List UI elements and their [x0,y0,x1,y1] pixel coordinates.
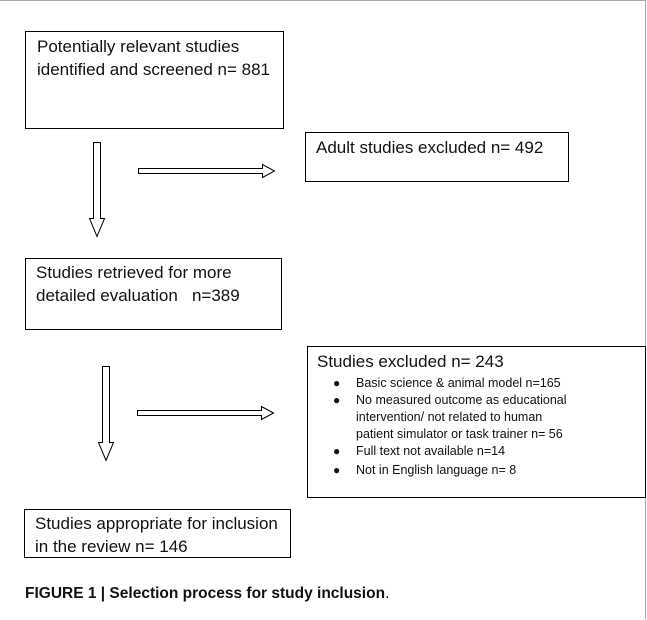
reason-line: patient simulator or task trainer n= 56 [356,427,563,441]
included-line-2: in the review n= 146 [35,537,188,556]
reason-line: No measured outcome as educational [356,393,567,407]
screened-line-1: Potentially relevant studies [37,37,240,56]
screened-line-2: identified and screened n= 881 [37,60,270,79]
figure-caption: FIGURE 1 | Selection process for study i… [25,585,389,603]
retrieved-line-2: detailed evaluation n=389 [36,286,240,305]
adult-excluded-box: Adult studies excluded n= 492 [305,132,569,182]
caption-title: FIGURE 1 | Selection process for study i… [25,585,386,602]
bullet-icon: ● [333,463,341,477]
down-arrow-1 [88,142,106,238]
reason-line: Not in English language n= 8 [356,463,517,477]
retrieved-line-1: Studies retrieved for more [36,263,232,282]
exclusion-reason: ● Not in English language n= 8 [317,462,645,479]
reason-line: intervention/ not related to human [356,410,543,424]
bullet-icon: ● [333,376,341,390]
exclusion-reason: ● Full text not available n=14 [317,443,645,460]
included-studies-box: Studies appropriate for inclusion in the… [24,509,291,558]
excluded-title: Studies excluded n= 243 [317,352,504,371]
exclusion-reason: ● No measured outcome as educational int… [317,392,645,443]
studies-excluded-box: Studies excluded n= 243 ● Basic science … [307,346,646,498]
exclusion-reason: ● Basic science & animal model n=165 [317,375,645,392]
bullet-icon: ● [333,444,341,458]
screened-studies-box: Potentially relevant studies identified … [25,31,284,129]
right-arrow-2 [137,405,275,421]
caption-period: . [385,585,390,602]
bullet-icon: ● [333,393,341,407]
reason-line: Full text not available n=14 [356,444,506,458]
down-arrow-2 [97,366,115,462]
adult-excluded-line: Adult studies excluded n= 492 [316,138,544,157]
reason-line: Basic science & animal model n=165 [356,376,561,390]
included-line-1: Studies appropriate for inclusion [35,514,278,533]
exclusion-reasons-list: ● Basic science & animal model n=165 ● N… [317,375,645,479]
retrieved-studies-box: Studies retrieved for more detailed eval… [25,258,282,330]
right-arrow-1 [138,163,276,179]
